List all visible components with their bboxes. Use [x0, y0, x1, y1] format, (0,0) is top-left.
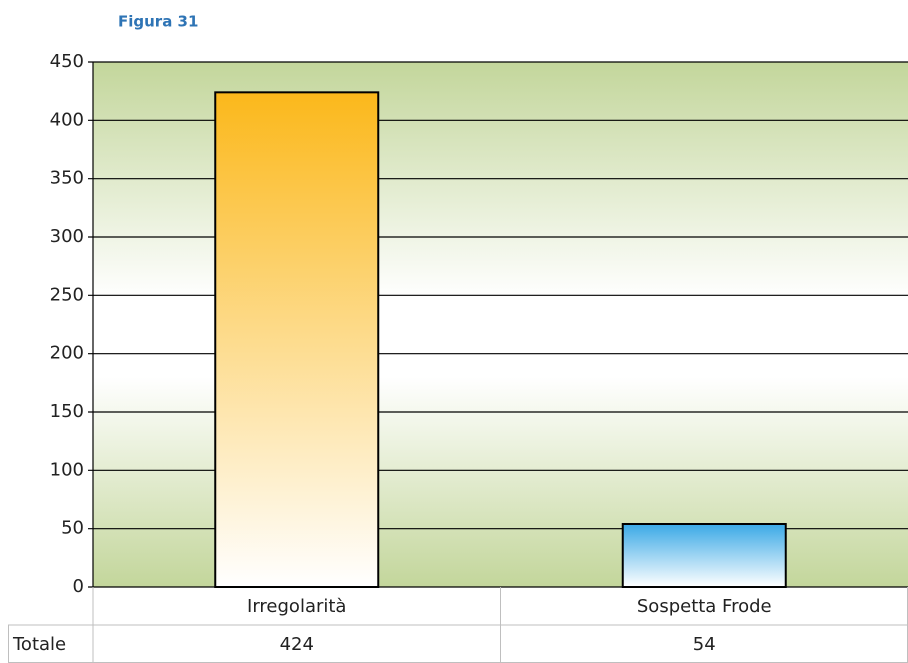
bar	[621, 523, 787, 588]
table-value: 424	[280, 634, 314, 655]
y-tick-label: 350	[50, 168, 84, 189]
y-tick-label: 50	[61, 518, 84, 539]
legend-label: Totale	[12, 634, 66, 655]
x-tick-label: Irregolarità	[247, 596, 346, 617]
chart-title: Figura 31	[118, 13, 198, 31]
x-tick-label: Sospetta Frode	[637, 596, 772, 617]
y-tick-label: 100	[50, 459, 84, 480]
y-tick-label: 400	[50, 109, 84, 130]
y-tick-label: 150	[50, 401, 84, 422]
y-tick-label: 250	[50, 284, 84, 305]
bar	[214, 91, 380, 588]
y-tick-label: 0	[73, 576, 84, 597]
table-value: 54	[693, 634, 716, 655]
y-tick-label: 450	[50, 51, 84, 72]
y-tick-label: 200	[50, 343, 84, 364]
y-tick-label: 300	[50, 226, 84, 247]
